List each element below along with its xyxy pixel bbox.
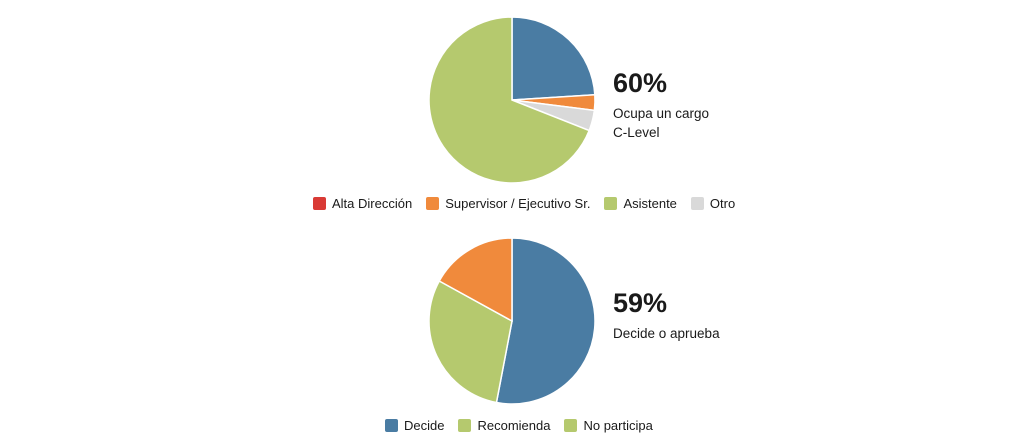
legend-label: No participa — [583, 418, 653, 433]
legend-label: Otro — [709, 196, 736, 211]
legend-item: Recomienda — [458, 418, 550, 433]
legend-item: No participa — [564, 418, 653, 433]
legend-label: Decide — [404, 418, 445, 433]
legend-item: Decide — [385, 418, 444, 433]
legend-swatch — [426, 197, 440, 210]
legend-swatch — [564, 419, 578, 432]
pie-chart-1 — [428, 16, 596, 184]
legend-swatch — [604, 197, 618, 210]
pie-slice-no-participa — [438, 237, 513, 323]
legend-2: Decide Recomienda No participa — [385, 418, 653, 433]
stat-2-value: 59% — [613, 288, 668, 318]
stat-1-label: Ocupa un cargo C-Level — [613, 106, 710, 140]
stat-1-value: 60% — [613, 68, 668, 98]
legend-label: Asistente — [623, 196, 677, 211]
pie-slice-alta-direcci-n — [511, 16, 596, 101]
legend-item: Alta Dirección — [313, 196, 412, 211]
stat-1: 60% Ocupa un cargo C-Level — [613, 68, 709, 142]
legend-item: Supervisor / Ejecutivo Sr. — [426, 196, 590, 211]
legend-1: Alta Dirección Supervisor / Ejecutivo Sr… — [313, 196, 735, 211]
pie-slice-asistente — [428, 16, 591, 184]
pie-slice-recomienda — [428, 279, 513, 404]
legend-swatch — [385, 419, 398, 432]
pie-chart-2 — [428, 237, 596, 405]
stat-2-label: Decide o aprueba — [613, 326, 720, 341]
legend-label: Recomienda — [477, 418, 551, 433]
pie-slice-decide — [495, 237, 596, 405]
legend-swatch — [690, 197, 704, 210]
legend-item: Otro — [690, 196, 736, 211]
legend-swatch — [458, 419, 472, 432]
legend-swatch — [313, 197, 326, 210]
legend-label: Alta Dirección — [332, 196, 413, 211]
stat-2: 59% Decide o aprueba — [613, 288, 720, 343]
legend-label: Supervisor / Ejecutivo Sr. — [445, 196, 591, 211]
legend-item: Asistente — [604, 196, 677, 211]
